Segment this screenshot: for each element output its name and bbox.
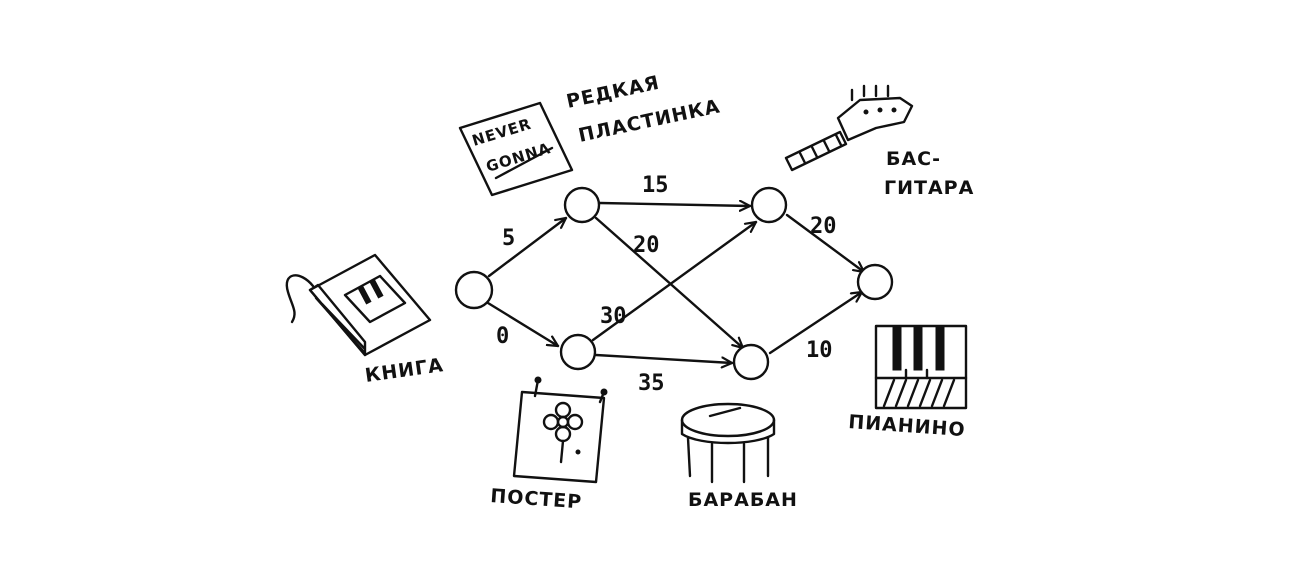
nodes [454,186,894,381]
node-drum [732,343,770,381]
record-cover-line1: NEVER [470,115,534,150]
bass-guitar-icon [784,84,914,172]
drum-icon [680,402,776,484]
record-icon: NEVER GONNA [458,101,574,197]
weight-start-record: 5 [502,226,515,251]
edge-record-drum [594,216,745,350]
weight-record-bass: 15 [642,173,669,198]
edge-record-bass [598,203,752,206]
book-label: КНИГА [364,354,445,387]
edge-weights: 5 0 15 20 30 35 20 10 [496,173,837,396]
piano-icon [874,324,968,410]
edge-drum-piano [768,290,864,355]
edge-bass-piano [785,213,866,274]
node-record [563,186,601,224]
edge-start-poster [486,301,560,348]
edge-poster-drum [594,353,734,363]
record-cover-line2: GONNA [484,139,553,176]
piano-label: ПИАНИНО [848,411,967,441]
node-poster [559,333,597,371]
edges [486,203,866,363]
record-label-line1: РЕДКАЯ [564,72,661,113]
edge-poster-bass [591,220,758,342]
weight-poster-drum: 35 [638,371,665,396]
drum-label: БАРАБАН [688,489,798,511]
weight-drum-piano: 10 [806,338,833,363]
weight-start-poster: 0 [496,324,509,349]
weight-bass-piano: 20 [810,214,837,239]
bass-label-line1: БАС- [886,148,941,170]
node-piano [856,263,894,301]
weight-poster-bass: 30 [600,304,627,329]
weight-record-drum: 20 [633,233,660,258]
edge-start-record [487,216,568,278]
poster-icon [512,376,608,484]
bass-label-line2: ГИТАРА [884,177,974,199]
poster-label: ПОСТЕР [490,485,583,513]
book-icon [285,253,432,357]
node-bass [750,186,788,224]
node-start [454,270,494,310]
